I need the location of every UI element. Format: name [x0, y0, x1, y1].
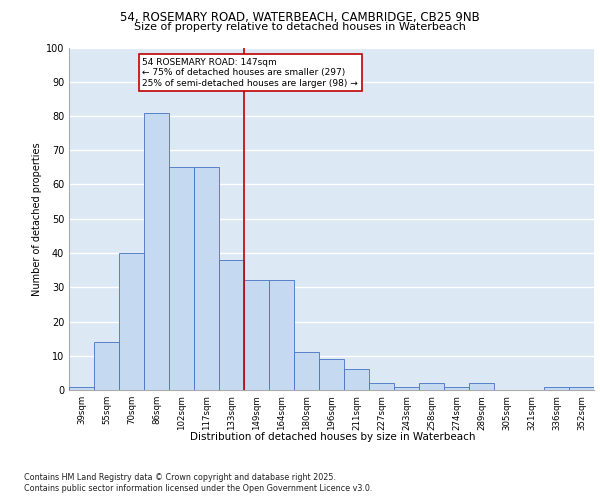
Bar	[269, 280, 294, 390]
Text: Size of property relative to detached houses in Waterbeach: Size of property relative to detached ho…	[134, 22, 466, 32]
Bar	[244, 280, 269, 390]
Bar	[319, 359, 344, 390]
Bar	[294, 352, 319, 390]
Bar	[169, 168, 194, 390]
Bar	[94, 342, 119, 390]
Bar	[569, 386, 594, 390]
Text: Contains public sector information licensed under the Open Government Licence v3: Contains public sector information licen…	[24, 484, 373, 493]
Bar	[119, 253, 144, 390]
Bar	[544, 386, 569, 390]
Bar	[219, 260, 244, 390]
Bar	[344, 370, 369, 390]
Text: Distribution of detached houses by size in Waterbeach: Distribution of detached houses by size …	[190, 432, 476, 442]
Text: Contains HM Land Registry data © Crown copyright and database right 2025.: Contains HM Land Registry data © Crown c…	[24, 472, 336, 482]
Bar	[444, 386, 469, 390]
Bar	[369, 383, 394, 390]
Bar	[69, 386, 94, 390]
Bar	[194, 168, 219, 390]
Y-axis label: Number of detached properties: Number of detached properties	[32, 142, 41, 296]
Bar	[419, 383, 444, 390]
Bar	[469, 383, 494, 390]
Bar	[394, 386, 419, 390]
Bar	[144, 112, 169, 390]
Text: 54 ROSEMARY ROAD: 147sqm
← 75% of detached houses are smaller (297)
25% of semi-: 54 ROSEMARY ROAD: 147sqm ← 75% of detach…	[143, 58, 358, 88]
Text: 54, ROSEMARY ROAD, WATERBEACH, CAMBRIDGE, CB25 9NB: 54, ROSEMARY ROAD, WATERBEACH, CAMBRIDGE…	[120, 11, 480, 24]
